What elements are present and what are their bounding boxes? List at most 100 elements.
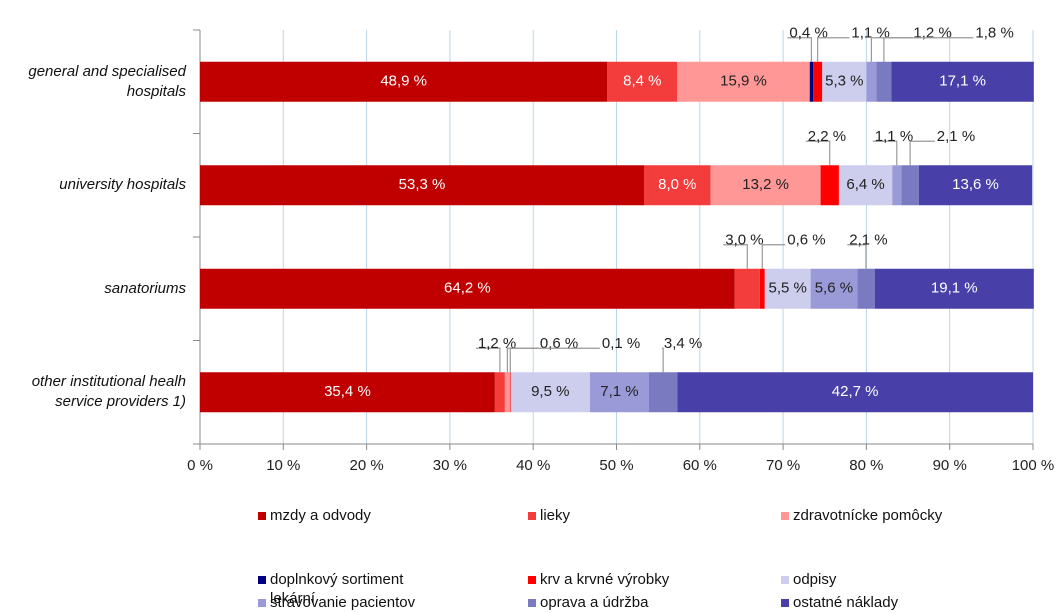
data-label: 7,1 % bbox=[600, 383, 638, 400]
bar-segment bbox=[494, 372, 505, 413]
bar-segment bbox=[918, 165, 1033, 206]
x-tick-label: 40 % bbox=[516, 457, 550, 474]
legend-label: mzdy a odvody bbox=[270, 507, 371, 524]
legend-item: oprava a údržba bbox=[528, 593, 740, 612]
data-label: 0,6 % bbox=[540, 335, 578, 352]
data-label: 19,1 % bbox=[931, 280, 978, 297]
x-tick-label: 0 % bbox=[187, 457, 213, 474]
bar-segment bbox=[504, 372, 510, 413]
leader-line bbox=[817, 37, 850, 62]
data-label: 1,1 % bbox=[875, 128, 913, 145]
data-label: 1,8 % bbox=[975, 25, 1013, 42]
data-label: 8,0 % bbox=[658, 176, 696, 193]
data-label: 53,3 % bbox=[399, 176, 446, 193]
data-label: 6,4 % bbox=[846, 176, 884, 193]
leader-line bbox=[761, 244, 786, 269]
legend-label: stravovanie pacientov bbox=[270, 594, 416, 611]
legend-item: doplnkový sortiment lekární bbox=[258, 570, 420, 608]
bar-segment bbox=[866, 61, 877, 102]
bar-segment bbox=[822, 61, 867, 102]
bar-segment bbox=[200, 165, 644, 206]
data-label: 35,4 % bbox=[324, 383, 371, 400]
legend-label: oprava a údržba bbox=[540, 594, 649, 611]
legend-item: stravovanie pacientov bbox=[258, 593, 470, 612]
leader-line bbox=[847, 244, 867, 269]
data-label: 42,7 % bbox=[832, 383, 879, 400]
leader-line bbox=[475, 347, 501, 373]
bar-segment bbox=[648, 372, 678, 413]
data-label: 5,6 % bbox=[815, 280, 853, 297]
legend-item: ostatné náklady bbox=[781, 593, 993, 612]
legend-swatch bbox=[781, 512, 789, 520]
legend-item: zdravotnícke pomôcky bbox=[781, 506, 993, 525]
data-label: 13,2 % bbox=[742, 176, 789, 193]
category-label: university hospitals bbox=[59, 176, 186, 194]
legend-swatch bbox=[258, 576, 266, 584]
legend-swatch bbox=[258, 599, 266, 607]
bar-segment bbox=[734, 268, 760, 309]
bar-segment bbox=[901, 165, 919, 206]
leader-line bbox=[805, 140, 831, 166]
data-label: 1,2 % bbox=[478, 335, 516, 352]
legend-swatch bbox=[781, 576, 789, 584]
leader-line bbox=[723, 244, 748, 269]
bar-segment bbox=[589, 372, 649, 413]
data-label: 48,9 % bbox=[380, 73, 427, 90]
legend-item: lieky bbox=[528, 506, 740, 525]
legend-swatch bbox=[528, 576, 536, 584]
legend-item: odpisy bbox=[781, 570, 993, 589]
bar-segment bbox=[200, 372, 495, 413]
bar-segment bbox=[607, 61, 678, 102]
bar-segment bbox=[677, 372, 1033, 413]
bar-segment bbox=[892, 165, 902, 206]
bar-segment bbox=[810, 268, 858, 309]
legend-swatch bbox=[528, 512, 536, 520]
bar-segment bbox=[891, 61, 1034, 102]
legend-label: odpisy bbox=[793, 571, 837, 588]
bar-segment bbox=[764, 268, 811, 309]
bar-segment bbox=[857, 268, 875, 309]
bar-segment bbox=[876, 61, 892, 102]
legend-item: mzdy a odvody bbox=[258, 506, 470, 525]
legend-label: zdravotnícke pomôcky bbox=[793, 507, 943, 524]
bar-segment bbox=[510, 372, 590, 413]
leader-line bbox=[661, 347, 664, 373]
category-label: general and specialised hospitals bbox=[28, 62, 186, 100]
bar-segment bbox=[200, 268, 735, 309]
x-tick-label: 80 % bbox=[849, 457, 883, 474]
data-label: 13,6 % bbox=[952, 176, 999, 193]
data-label: 2,2 % bbox=[808, 128, 846, 145]
legend-swatch bbox=[258, 512, 266, 520]
bar-segment bbox=[200, 61, 608, 102]
data-label: 0,1 % bbox=[602, 335, 640, 352]
data-label: 8,4 % bbox=[623, 73, 661, 90]
legend-label: lieky bbox=[540, 507, 571, 524]
data-label: 5,5 % bbox=[769, 280, 807, 297]
x-tick-label: 20 % bbox=[349, 457, 383, 474]
data-label: 5,3 % bbox=[825, 73, 863, 90]
bar-segment bbox=[874, 268, 1034, 309]
bar-segment bbox=[710, 165, 821, 206]
bar-segment bbox=[809, 61, 814, 102]
data-label: 0,4 % bbox=[789, 25, 827, 42]
data-label: 64,2 % bbox=[444, 280, 491, 297]
x-tick-label: 90 % bbox=[933, 457, 967, 474]
leader-line bbox=[872, 140, 898, 166]
leader-line bbox=[883, 37, 974, 62]
legend-item: krv a krvné výrobky bbox=[528, 570, 740, 589]
data-label: 17,1 % bbox=[939, 73, 986, 90]
legend-label: doplnkový sortiment lekární bbox=[270, 571, 404, 607]
legend-label: krv a krvné výrobky bbox=[540, 571, 670, 588]
x-tick-label: 30 % bbox=[433, 457, 467, 474]
leader-line bbox=[787, 37, 813, 62]
data-label: 3,0 % bbox=[725, 232, 763, 249]
x-tick-label: 100 % bbox=[1012, 457, 1055, 474]
category-label: other institutional healh service provid… bbox=[31, 373, 186, 411]
category-label: sanatoriums bbox=[104, 279, 186, 297]
x-tick-label: 10 % bbox=[266, 457, 300, 474]
bar-segment bbox=[677, 61, 810, 102]
bar-segment bbox=[820, 165, 839, 206]
bar-segment bbox=[759, 268, 765, 309]
